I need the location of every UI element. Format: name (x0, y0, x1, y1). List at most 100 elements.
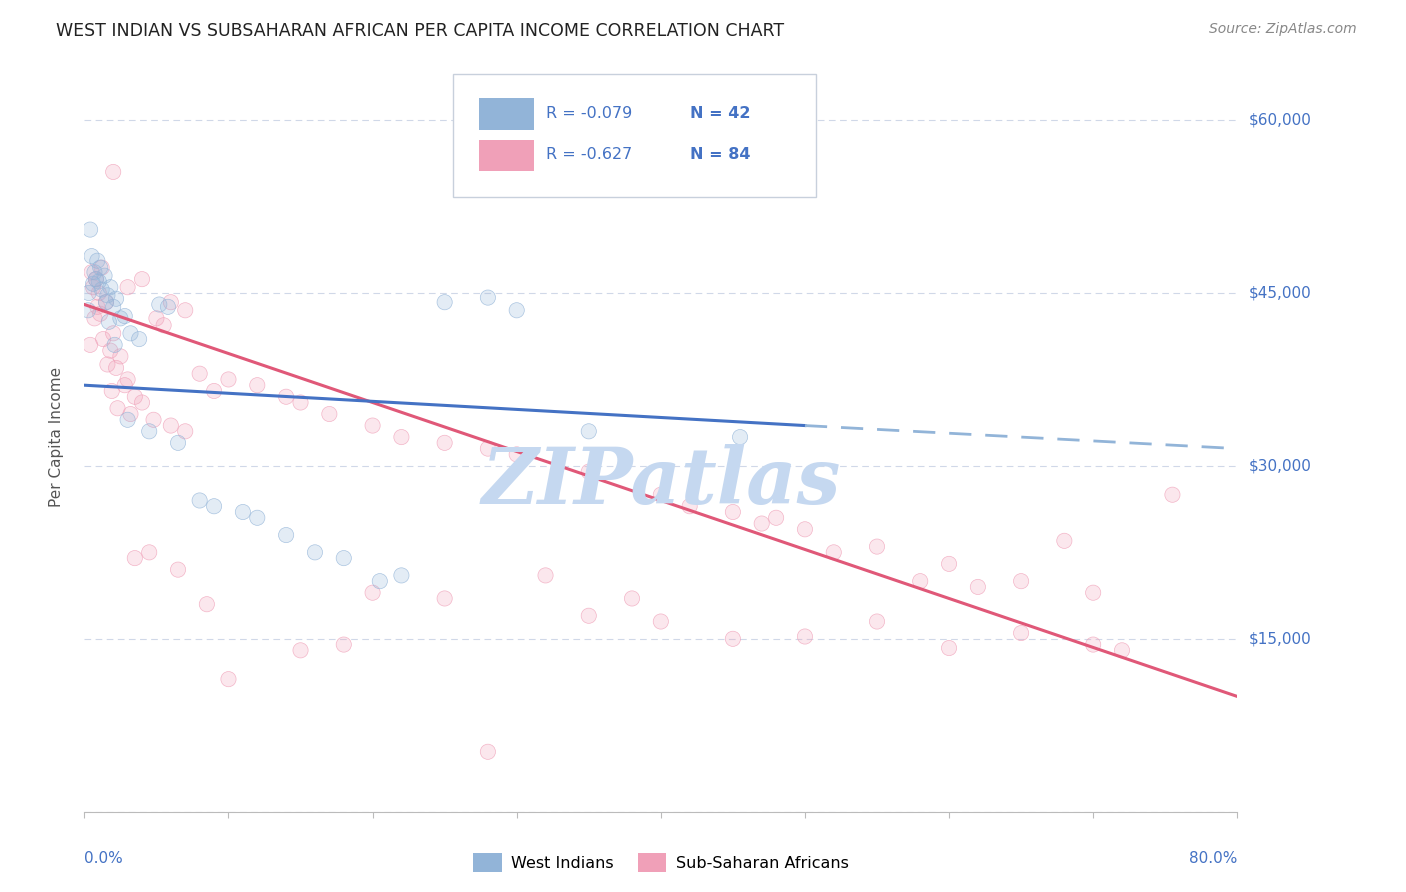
Point (96, 288, 118, 302)
Point (728, 430, 751, 444)
Point (100, 384, 122, 398)
Point (174, 425, 197, 439)
Point (1161, 488, 1184, 502)
Point (104, 338, 127, 352)
Point (276, 528, 298, 542)
Point (534, 568, 557, 582)
Point (751, 516, 773, 531)
Point (80, 249, 103, 263)
Point (82, 277, 104, 291)
Point (90, 283, 112, 297)
Point (89, 260, 111, 275)
Point (98, 343, 121, 358)
Point (1010, 574, 1032, 589)
Point (721, 632, 744, 646)
Point (128, 332, 150, 346)
Point (94, 295, 117, 310)
Point (721, 632, 744, 646)
Point (823, 545, 845, 559)
Point (188, 493, 211, 508)
Point (138, 425, 160, 439)
Point (117, 372, 139, 386)
Point (160, 295, 183, 310)
Point (679, 500, 702, 514)
Point (188, 367, 211, 381)
Point (650, 615, 672, 629)
Point (333, 638, 356, 652)
Point (86, 253, 108, 268)
Point (195, 597, 218, 611)
Point (218, 372, 240, 386)
Point (114, 309, 136, 323)
Point (910, 574, 932, 589)
Point (79, 222, 101, 236)
Point (333, 551, 356, 566)
Point (84, 272, 107, 286)
Point (1010, 574, 1032, 589)
Point (97, 315, 120, 329)
Point (174, 303, 197, 318)
Point (721, 505, 744, 519)
Point (77, 303, 100, 318)
Point (103, 300, 124, 314)
Text: ZIPatlas: ZIPatlas (481, 444, 841, 520)
Point (120, 407, 142, 421)
Point (142, 413, 165, 427)
Point (94, 295, 117, 310)
Point (94, 295, 117, 310)
Point (232, 505, 254, 519)
Y-axis label: Per Capita Income: Per Capita Income (49, 367, 63, 508)
Point (202, 384, 225, 398)
Point (1083, 638, 1105, 652)
Point (866, 540, 889, 554)
Point (138, 545, 160, 559)
Point (621, 591, 644, 606)
Point (77, 303, 100, 318)
Point (87, 285, 110, 300)
Point (765, 510, 787, 524)
Point (114, 378, 136, 392)
Point (290, 643, 312, 657)
Point (246, 510, 269, 524)
Point (477, 745, 499, 759)
Point (79, 338, 101, 352)
Text: N = 42: N = 42 (690, 106, 751, 121)
Point (361, 585, 384, 599)
Point (110, 311, 132, 326)
Point (506, 303, 529, 318)
Point (391, 568, 413, 582)
Point (80, 265, 103, 279)
Text: N = 84: N = 84 (690, 147, 751, 162)
Point (650, 615, 672, 629)
Point (218, 372, 240, 386)
Point (117, 280, 139, 294)
Point (107, 401, 129, 416)
Point (167, 563, 190, 577)
Point (103, 165, 124, 179)
Point (967, 580, 990, 594)
Point (391, 568, 413, 582)
Point (188, 493, 211, 508)
Point (304, 545, 326, 559)
Point (910, 574, 932, 589)
Point (96, 358, 118, 372)
Point (967, 580, 990, 594)
Point (131, 395, 153, 409)
Point (794, 522, 817, 536)
Point (333, 551, 356, 566)
Point (188, 367, 211, 381)
Text: 0.0%: 0.0% (84, 851, 124, 865)
Point (86, 253, 108, 268)
Point (333, 638, 356, 652)
Text: 80.0%: 80.0% (1189, 851, 1237, 865)
Point (174, 303, 197, 318)
Point (1083, 585, 1105, 599)
Point (110, 311, 132, 326)
Point (578, 425, 600, 439)
Point (94, 295, 117, 310)
Point (100, 384, 122, 398)
Point (96, 288, 118, 302)
Point (128, 332, 150, 346)
Point (578, 608, 600, 623)
Point (120, 326, 142, 341)
